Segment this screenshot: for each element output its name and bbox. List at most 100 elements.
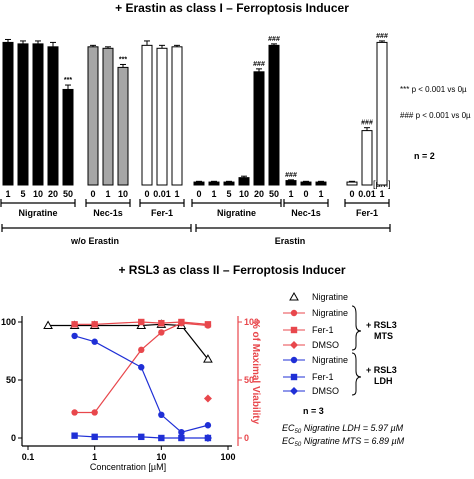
x-tick-label-0: 0.1 xyxy=(22,452,35,462)
x-axis-label: Concentration [µM] xyxy=(90,462,166,472)
series-line-1 xyxy=(74,322,208,414)
series-4-point-2 xyxy=(138,364,145,371)
tick-label-2: 10 xyxy=(33,189,43,199)
bar-0 xyxy=(2,41,14,186)
ec50-ldh-text: EC50 Nigratine LDH = 5.97 µM xyxy=(282,423,404,435)
tick-label-6: 1 xyxy=(105,189,110,199)
y-tick-label-right-1: 50 xyxy=(244,375,254,385)
bar-4 xyxy=(62,88,74,186)
tick-label-9: 0.01 xyxy=(153,189,171,199)
series-5-point-2 xyxy=(138,433,145,441)
series-4-point-3 xyxy=(158,411,165,418)
series-line-4 xyxy=(74,335,209,433)
series-2-point-4 xyxy=(178,318,185,326)
y-tick-label-left-0: 0 xyxy=(11,433,16,443)
tick-label-13: 5 xyxy=(226,189,231,199)
tick-label-17: 1 xyxy=(288,189,293,199)
subgroup-label-3: Nigratine xyxy=(217,208,256,218)
bottom-chart-title: + RSL3 as class II – Ferroptosis Inducer xyxy=(118,263,345,277)
bottom-n-label: n = 3 xyxy=(303,406,324,416)
tick-label-20: 0 xyxy=(349,189,354,199)
legend-label-5: Fer-1 xyxy=(312,372,334,382)
y-tick-label-right-2: 100 xyxy=(244,317,259,327)
x-tick-label-1: 1 xyxy=(92,452,97,462)
tick-label-12: 1 xyxy=(211,189,216,199)
annotation-22: ### xyxy=(376,33,388,40)
legend-label-1: Nigratine xyxy=(312,308,348,318)
legend-marker-1 xyxy=(290,309,298,317)
tick-label-4: 50 xyxy=(63,189,73,199)
tick-label-18: 0 xyxy=(303,189,308,199)
bar-1 xyxy=(17,43,29,186)
series-4-point-1 xyxy=(91,338,98,345)
bar-11 xyxy=(193,181,205,186)
top-chart-title: + Erastin as class I – Ferroptosis Induc… xyxy=(115,1,349,15)
tick-label-21: 0.01 xyxy=(358,189,376,199)
brace-label-mts-1: + RSL3 xyxy=(366,320,397,330)
bar-15 xyxy=(253,71,265,186)
bottom-legend: Nigratine Nigratine Fer-1 DMSO Nigratine Fer-… xyxy=(283,291,362,396)
series-5-point-0 xyxy=(71,432,78,439)
series-5-point-4 xyxy=(178,434,185,442)
series-0-point-6 xyxy=(203,354,213,363)
bar-20 xyxy=(346,181,358,186)
series-5-point-3 xyxy=(158,434,165,442)
tick-label-0: 1 xyxy=(5,189,10,199)
series-line-2 xyxy=(74,321,208,325)
tick-label-14: 10 xyxy=(239,189,249,199)
brace-label-mts-2: MTS xyxy=(374,331,393,341)
tick-label-22: 1 xyxy=(379,189,384,199)
series-1-point-2 xyxy=(138,346,145,354)
bar-13 xyxy=(223,181,235,186)
legend-marker-6 xyxy=(290,387,298,395)
legend-marker-3 xyxy=(290,341,298,349)
series-5-point-1 xyxy=(91,433,98,441)
annotation-21: ### xyxy=(361,120,373,127)
bar-12 xyxy=(208,181,220,186)
subgroup-label-5: Fer-1 xyxy=(356,208,378,218)
tick-label-8: 0 xyxy=(144,189,149,199)
legend-marker-2 xyxy=(290,326,298,334)
brace-label-ldh-2: LDH xyxy=(374,376,393,386)
annotation-4: *** xyxy=(64,77,72,84)
bar-19 xyxy=(315,181,327,186)
bar-7 xyxy=(117,66,129,186)
bar-9 xyxy=(156,47,168,186)
bottom-line-chart: 0.1 1 10 100 0 0 50 50 100 100 xyxy=(1,316,259,462)
ec50-ldh-sub: 50 xyxy=(295,429,302,435)
tick-label-3: 20 xyxy=(48,189,58,199)
bar-21 xyxy=(361,130,373,186)
annotation-16: ### xyxy=(268,36,280,43)
subgroup-label-0: Nigratine xyxy=(18,208,57,218)
series-1-point-3 xyxy=(158,329,165,336)
x-tick-label-3: 100 xyxy=(220,452,235,462)
legend-marker-0 xyxy=(289,291,299,301)
bar-3 xyxy=(47,46,59,186)
legend-label-4: Nigratine xyxy=(312,355,348,365)
legend-label-0: Nigratine xyxy=(312,292,348,302)
tick-label-11: 0 xyxy=(196,189,201,199)
y-tick-label-right-0: 0 xyxy=(244,433,249,443)
ec50-mts-text: EC50 Nigratine MTS = 6.89 µM xyxy=(282,436,405,448)
tick-label-19: 1 xyxy=(318,189,323,199)
tick-label-15: 20 xyxy=(254,189,264,199)
bar-2 xyxy=(32,43,44,186)
bar-8 xyxy=(141,44,153,186)
bar-18 xyxy=(300,181,312,186)
ec50-mts-ec: EC xyxy=(282,436,295,446)
tick-label-1: 5 xyxy=(20,189,25,199)
ec50-ldh-ec: EC xyxy=(282,423,295,433)
legend-marker-4 xyxy=(290,356,298,364)
legend-marker-5 xyxy=(290,373,298,381)
series-0-point-0 xyxy=(43,320,53,329)
legend-label-2: Fer-1 xyxy=(312,325,334,335)
significance-note-hashes: ### p < 0.001 vs 0µ xyxy=(400,111,471,120)
annotation-7: *** xyxy=(119,56,127,63)
bar-10 xyxy=(171,46,183,186)
series-4-point-5 xyxy=(204,422,212,429)
annotation-17: ### xyxy=(285,172,297,179)
subgroup-label-4: Nec-1s xyxy=(291,208,321,218)
y-tick-label-left-1: 50 xyxy=(6,375,16,385)
series-3-point-0 xyxy=(203,394,212,403)
